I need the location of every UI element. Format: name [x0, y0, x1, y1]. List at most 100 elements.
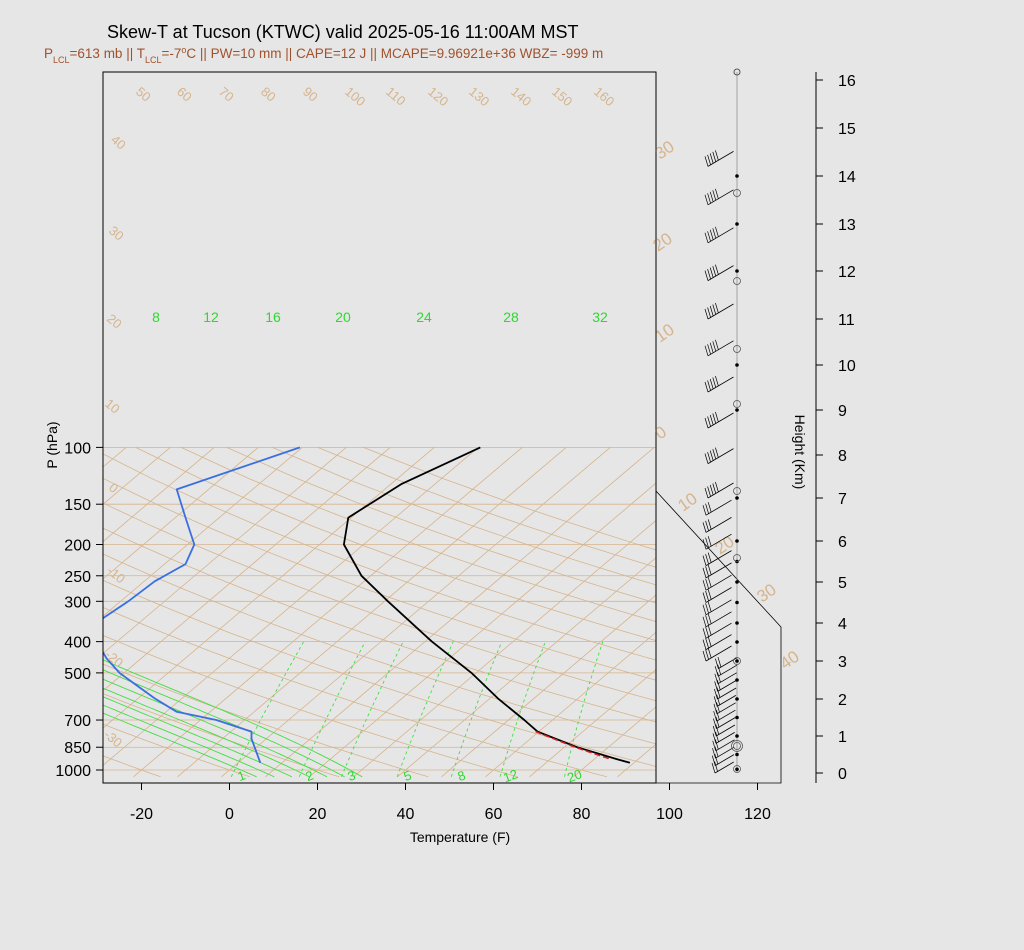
- moist-adiabat-line: [103, 696, 292, 778]
- wind-barb-flag: [704, 487, 709, 499]
- moist-adiabat-label: 32: [592, 309, 608, 325]
- wind-barb-flag: [717, 656, 722, 668]
- moist-adiabat-label: 8: [152, 309, 160, 325]
- wind-barb-staff: [717, 687, 737, 700]
- wind-barb-flag: [707, 564, 712, 576]
- moist-adiabat-line: [103, 669, 345, 778]
- hodograph-marker: [735, 697, 739, 701]
- moist-adiabat-label: 20: [335, 309, 351, 325]
- wind-barb-staff: [707, 376, 734, 393]
- wind-barb-staff: [715, 739, 735, 752]
- isotherm-line: [397, 557, 656, 778]
- isotherm-line: [353, 519, 656, 778]
- height-tick-label: 2: [838, 692, 847, 709]
- moist-adiabat-line: [103, 678, 328, 778]
- wind-barb-flag: [714, 681, 718, 692]
- wind-barb-flag: [712, 228, 717, 239]
- wind-barb-flag: [705, 520, 709, 532]
- wind-barb-staff: [716, 695, 737, 707]
- isotherm-line: [265, 447, 655, 778]
- wind-barb-staff: [716, 702, 736, 715]
- wind-barb-flag: [715, 188, 719, 199]
- hodograph-marker: [735, 600, 739, 605]
- mixing-ratio-label: 1: [235, 767, 247, 784]
- mixing-ratio-line: [450, 641, 503, 777]
- isotherm-line: [309, 482, 656, 778]
- wind-barb-flag: [712, 725, 717, 737]
- plot-area: [0, 72, 1024, 783]
- wind-barb-flag: [709, 305, 714, 317]
- wind-barb-staff: [716, 717, 736, 729]
- wind-panel-frame: [655, 72, 782, 784]
- isotherm-line: [103, 447, 391, 692]
- dewpoint-profile: [103, 446, 301, 764]
- wind-barb-flag: [712, 483, 717, 494]
- isotherm-line: [969, 447, 1024, 776]
- moist-adiabat-line: [103, 687, 310, 778]
- wind-barb-flag: [707, 519, 712, 530]
- isotherm-label-right: 40: [776, 647, 802, 673]
- hodograph-marker: [735, 269, 739, 273]
- wind-barb-flag: [704, 308, 709, 320]
- wind-barb-staff: [717, 680, 737, 692]
- wind-barb-flag: [707, 231, 711, 242]
- isotherm-line: [881, 447, 1024, 776]
- wind-barb-flag: [705, 566, 709, 577]
- wind-barb-flag: [715, 724, 720, 735]
- moist-adiabat-label: 28: [503, 309, 519, 325]
- wind-barb-flag: [705, 590, 709, 602]
- x-tick-label: 40: [397, 806, 415, 823]
- wind-barb-flag: [712, 304, 717, 315]
- wind-barb-flag: [704, 194, 709, 205]
- wind-barb-flag: [707, 344, 711, 355]
- chart-title: Skew-T at Tucson (KTWC) valid 2025-05-16…: [107, 22, 579, 42]
- pressure-tick-label: 400: [64, 635, 91, 652]
- wind-barb-flag: [705, 578, 709, 589]
- wind-barb-staff: [705, 533, 732, 550]
- wind-barb-flag: [715, 709, 720, 720]
- wind-barb-flag: [709, 342, 714, 353]
- wind-barb-flag: [702, 567, 707, 579]
- wind-barb-staff: [707, 227, 734, 244]
- hodograph-marker: [735, 174, 739, 178]
- dry-adiabat-line: [180, 447, 656, 622]
- pressure-tick-label: 250: [64, 569, 91, 586]
- wind-barb-flag: [716, 694, 721, 706]
- wind-barb-flag: [709, 191, 714, 202]
- wind-barb-flag: [705, 637, 709, 649]
- hodograph-ring: [733, 345, 741, 353]
- dry-adiabat-line: [226, 447, 656, 604]
- moist-adiabat-line: [103, 659, 363, 778]
- mixing-ratio-line: [230, 641, 305, 778]
- dry-adiabat-line: [0, 447, 71, 776]
- wind-barb-panel: [655, 68, 782, 784]
- hodograph-marker: [735, 752, 739, 757]
- wind-barb-flag: [713, 703, 718, 714]
- wind-barb-flag: [707, 577, 712, 588]
- wind-barb-flag: [702, 539, 707, 550]
- pressure-tick-label: 200: [64, 538, 91, 555]
- wind-barb-flag: [712, 740, 717, 751]
- wind-barb-flag: [712, 448, 717, 460]
- x-tick-label: 0: [225, 806, 234, 823]
- wind-barb-staff: [707, 151, 734, 167]
- wind-barb-flag: [711, 755, 716, 766]
- hodograph-ring: [733, 765, 741, 773]
- height-tick-label: 1: [838, 729, 847, 746]
- isotherm-line: [573, 706, 656, 778]
- moist-adiabat-line: [103, 704, 275, 778]
- x-tick-label: -20: [130, 806, 153, 823]
- wind-barb-flag: [715, 375, 719, 387]
- hodograph-ring: [733, 554, 741, 562]
- isotherm-line: [617, 743, 656, 778]
- height-tick-label: 14: [838, 169, 856, 186]
- hodograph-marker: [735, 734, 739, 738]
- mixing-ratio-label: 20: [565, 766, 584, 785]
- wind-barb-staff: [715, 754, 735, 766]
- wind-barb-flag: [715, 302, 719, 314]
- wind-barb-staff: [716, 709, 736, 722]
- wind-barb-flag: [707, 486, 711, 497]
- wind-barb-flag: [715, 226, 719, 237]
- dry-adiabat-line: [103, 502, 656, 702]
